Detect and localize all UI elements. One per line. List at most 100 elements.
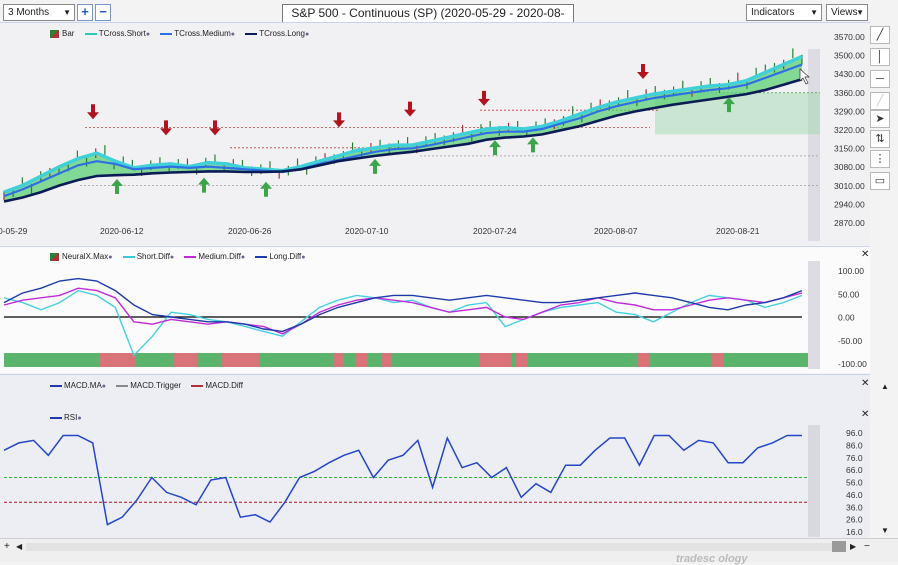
legend-swatch — [255, 255, 268, 258]
cursor-icon[interactable]: ➤ — [870, 110, 890, 128]
price-y-tick: 3220.00 — [834, 125, 865, 135]
more-options-icon[interactable]: ⋮ — [870, 150, 890, 168]
legend-long-diff: Long.Diff — [269, 252, 302, 261]
legend-bar: Bar — [62, 29, 75, 38]
rsi-line — [3, 434, 802, 526]
scroll-right-icon[interactable]: ▶ — [850, 542, 857, 551]
price-x-tick: 2020-08-21 — [716, 226, 760, 236]
sell-arrow-icon — [160, 120, 172, 136]
period-select[interactable]: 3 Months ▼ — [3, 4, 75, 21]
horizontal-scrollbar[interactable]: + ◀ ▶ − tradesc ology — [0, 538, 898, 565]
dot-icon: ● — [77, 415, 82, 422]
close-icon[interactable]: ✕ — [861, 249, 870, 260]
toolbar: 3 Months ▼ + − S&P 500 - Continuous (SP)… — [0, 0, 898, 37]
close-icon[interactable]: ✕ — [861, 409, 870, 420]
price-y-tick: 2940.00 — [834, 199, 865, 209]
rsi-y-tick: 76.0 — [846, 453, 863, 463]
legend-swatch — [122, 255, 135, 258]
rsi-y-tick: 86.0 — [846, 440, 863, 450]
price-y-tick: 3150.00 — [834, 144, 865, 154]
legend-swatch — [245, 32, 258, 35]
scroll-down-icon[interactable]: ▼ — [881, 526, 889, 535]
price-legend: Bar TCross.Short● TCross.Medium● TCross.… — [50, 29, 309, 38]
price-x-tick: 2020-06-26 — [228, 226, 272, 236]
legend-swatch — [184, 255, 197, 258]
scroll-track[interactable] — [26, 543, 846, 551]
legend-swatch — [84, 32, 97, 35]
scroll-left-icon[interactable]: ◀ — [16, 542, 23, 551]
sell-arrow-icon — [87, 104, 99, 120]
rsi-y-tick: 56.0 — [846, 478, 863, 488]
vertical-line-icon[interactable]: │ — [870, 48, 890, 66]
scroll-thumb[interactable] — [832, 541, 846, 552]
legend-medium-diff: Medium.Diff — [198, 252, 241, 261]
scroll-up-icon[interactable]: ▲ — [881, 382, 889, 391]
dot-icon: ● — [301, 254, 306, 261]
buy-arrow-icon — [111, 179, 123, 195]
macd-legend: MACD.MA● MACD.Trigger MACD.Diff — [50, 381, 243, 390]
views-dropdown[interactable]: Views ▼ — [826, 4, 868, 21]
buy-arrow-icon — [198, 177, 210, 193]
macd-pane[interactable]: 96.0 86.0 76.0 66.0 56.0 46.0 36.0 26.0 16.0 MAC… — [0, 374, 870, 538]
sell-arrow-icon — [478, 90, 490, 106]
dot-icon: ● — [169, 254, 175, 261]
rsi-legend: RSI● — [50, 413, 82, 422]
medium-diff-line — [3, 287, 803, 335]
neuralx-bar-red — [381, 353, 392, 367]
indicators-dropdown[interactable]: Indicators ▼ — [746, 4, 822, 21]
sell-arrow-icon — [404, 101, 416, 117]
sell-arrow-icon — [637, 63, 649, 79]
indicators-label: Indicators — [751, 7, 795, 18]
disabled-tool-icon[interactable]: ╱ — [870, 92, 890, 110]
dot-icon: ● — [101, 383, 107, 390]
tcross-long-line — [3, 78, 803, 203]
price-scale-strip — [808, 49, 820, 241]
rsi-y-tick: 36.0 — [846, 502, 863, 512]
tcross-short-line — [3, 54, 803, 194]
neuralx-bar-red — [173, 353, 197, 367]
neural-chart[interactable]: 100.00 50.00 0.00 -50.00 -100.00 — [0, 247, 870, 374]
neural-y-tick: -100.00 — [838, 359, 867, 369]
buy-arrow-icon — [527, 137, 539, 153]
neural-y-tick: 0.00 — [838, 313, 855, 323]
rsi-y-tick: 26.0 — [846, 515, 863, 525]
rsi-y-tick: 66.0 — [846, 465, 863, 475]
legend-swatch — [50, 384, 62, 387]
price-y-tick: 3430.00 — [834, 69, 865, 79]
price-chart[interactable]: 3570.00 3500.00 3430.00 3360.00 3290.00 3220.… — [0, 23, 870, 246]
remove-chart-button[interactable]: − — [95, 4, 111, 21]
comment-icon[interactable]: ▭ — [870, 172, 890, 190]
dot-icon: ● — [108, 254, 113, 261]
neuralx-bar-red — [516, 353, 527, 367]
neural-y-tick: -50.00 — [838, 336, 862, 346]
neural-pane[interactable]: 100.00 50.00 0.00 -50.00 -100.00 NeuralX.Max… — [0, 246, 870, 373]
legend-short-diff: Short.Diff — [136, 252, 170, 261]
zoom-out-icon[interactable]: − — [864, 541, 870, 552]
chevron-down-icon: ▼ — [63, 8, 71, 17]
price-y-tick: 2870.00 — [834, 218, 865, 228]
chart-title: S&P 500 - Continuous (SP) (2020-05-29 - … — [282, 4, 574, 37]
views-label: Views — [831, 7, 858, 18]
dot-icon: ● — [305, 31, 310, 38]
legend-swatch — [160, 32, 173, 35]
sell-arrow-icon — [209, 120, 221, 136]
price-x-tick: 2020-07-10 — [345, 226, 389, 236]
price-x-tick: 2020-08-07 — [594, 226, 638, 236]
horizontal-line-icon[interactable]: ─ — [870, 70, 890, 88]
macd-rsi-chart[interactable]: 96.0 86.0 76.0 66.0 56.0 46.0 36.0 26.0 16.0 — [0, 375, 870, 539]
price-x-tick: 0-05-29 — [0, 226, 28, 236]
add-chart-button[interactable]: + — [77, 4, 93, 21]
draw-line-icon[interactable]: ╱ — [870, 26, 890, 44]
rsi-scale-strip — [808, 425, 820, 537]
neural-scale-strip — [808, 261, 820, 369]
neuralx-bar-red — [222, 353, 259, 367]
long-diff-line — [3, 277, 803, 333]
dot-icon: ● — [240, 254, 246, 261]
rsi-y-tick: 96.0 — [846, 428, 863, 438]
close-icon[interactable]: ✕ — [861, 378, 870, 389]
sort-icon[interactable]: ⇅ — [870, 130, 890, 148]
price-pane[interactable]: 3570.00 3500.00 3430.00 3360.00 3290.00 3220.… — [0, 22, 870, 245]
dot-icon: ● — [145, 31, 151, 38]
zoom-in-icon[interactable]: + — [4, 541, 10, 552]
buy-arrow-icon — [369, 158, 381, 174]
